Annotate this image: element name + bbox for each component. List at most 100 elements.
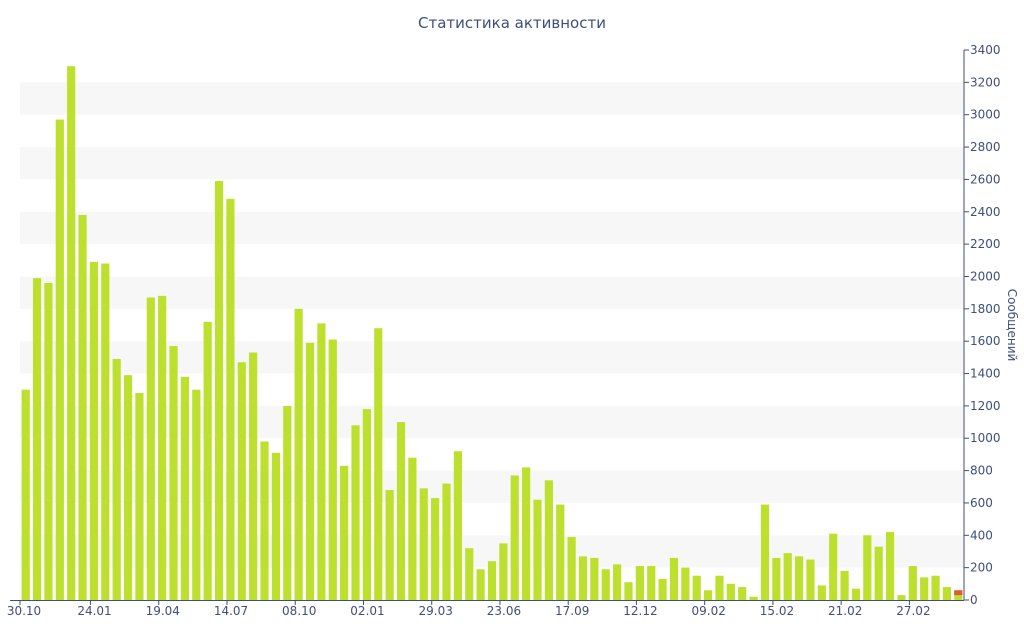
x-tick-label: 14.07 xyxy=(214,604,248,618)
bar xyxy=(385,490,394,600)
x-tick-label: 08.10 xyxy=(282,604,316,618)
bar xyxy=(419,488,428,600)
bar xyxy=(487,561,497,600)
bar xyxy=(146,297,155,600)
bar xyxy=(613,564,622,600)
bar xyxy=(476,569,485,600)
y-tick-label: 2400 xyxy=(970,205,1001,219)
bar xyxy=(760,504,770,600)
grid-band xyxy=(20,276,964,309)
bar xyxy=(510,475,519,600)
bar xyxy=(681,567,690,600)
bar xyxy=(89,261,99,600)
y-tick-label: 1400 xyxy=(970,367,1001,381)
bar xyxy=(635,566,644,600)
bar xyxy=(203,321,212,600)
bar xyxy=(499,543,508,600)
bar xyxy=(715,575,724,600)
x-tick-label: 29.03 xyxy=(419,604,453,618)
bar xyxy=(897,595,906,600)
bar xyxy=(226,198,235,600)
y-tick-label: 200 xyxy=(970,561,993,575)
bar xyxy=(647,566,656,600)
bar xyxy=(283,405,292,600)
bar xyxy=(271,452,280,600)
x-tick-label: 24.01 xyxy=(77,604,111,618)
bar xyxy=(794,556,804,600)
y-tick-label: 2200 xyxy=(970,237,1001,251)
bar xyxy=(533,499,542,600)
bar xyxy=(192,389,201,600)
x-tick-label: 02.01 xyxy=(350,604,384,618)
bar xyxy=(55,119,64,600)
x-tick-label: 21.02 xyxy=(828,604,862,618)
y-tick-label: 1000 xyxy=(970,431,1001,445)
grid-band xyxy=(20,147,964,180)
bar xyxy=(783,553,792,600)
y-tick-label: 2000 xyxy=(970,269,1001,283)
bar-series xyxy=(21,66,963,601)
bar xyxy=(669,557,679,600)
bar xyxy=(214,181,224,600)
bar xyxy=(362,409,371,600)
bar xyxy=(624,582,633,600)
bar-highlight-segment xyxy=(954,590,963,596)
bar xyxy=(67,66,76,601)
bar xyxy=(806,559,815,600)
bar xyxy=(431,498,440,600)
bar xyxy=(305,342,315,600)
bar xyxy=(408,457,417,600)
bar xyxy=(294,308,303,600)
bar xyxy=(396,422,406,600)
bar xyxy=(123,375,133,600)
bar xyxy=(590,557,599,600)
bar xyxy=(885,532,895,600)
bar xyxy=(942,587,952,600)
bar xyxy=(328,339,337,600)
y-tick-label: 2600 xyxy=(970,172,1001,186)
bar xyxy=(44,282,53,600)
bar xyxy=(851,588,861,600)
y-tick-label: 2800 xyxy=(970,140,1001,154)
bar xyxy=(749,596,758,600)
bar xyxy=(21,389,30,600)
bar xyxy=(840,570,849,600)
bar xyxy=(374,328,383,600)
bar xyxy=(158,295,167,600)
y-tick-label: 800 xyxy=(970,464,993,478)
y-tick-label: 3200 xyxy=(970,75,1001,89)
bar xyxy=(544,480,553,600)
y-tick-label: 3400 xyxy=(970,43,1001,57)
bar xyxy=(260,441,269,600)
x-tick-label: 17.09 xyxy=(555,604,589,618)
x-tick-label: 30.10 xyxy=(7,604,41,618)
bar xyxy=(817,585,826,600)
x-tick-label: 23.06 xyxy=(487,604,521,618)
y-tick-label: 400 xyxy=(970,528,993,542)
bar xyxy=(340,465,349,600)
bar xyxy=(908,566,917,600)
y-tick-label: 600 xyxy=(970,496,993,510)
x-tick-label: 27.02 xyxy=(896,604,930,618)
bar xyxy=(78,215,87,600)
bar xyxy=(32,278,42,600)
chart-title: Статистика активности xyxy=(418,14,606,32)
y-tick-label: 1200 xyxy=(970,399,1001,413)
bar xyxy=(772,557,781,600)
grid-band xyxy=(20,82,964,115)
bar xyxy=(465,548,474,600)
y-tick-label: 0 xyxy=(970,593,978,607)
grid-band xyxy=(20,211,964,245)
bar xyxy=(135,392,144,600)
x-tick-label: 12.12 xyxy=(623,604,657,618)
bar xyxy=(351,425,360,600)
y-tick-label: 3000 xyxy=(970,108,1001,122)
bar xyxy=(556,504,565,600)
bar xyxy=(567,536,576,600)
x-tick-label: 19.04 xyxy=(146,604,180,618)
bar xyxy=(920,577,929,600)
bar xyxy=(738,587,747,600)
bar xyxy=(704,590,713,600)
bar xyxy=(726,583,735,600)
